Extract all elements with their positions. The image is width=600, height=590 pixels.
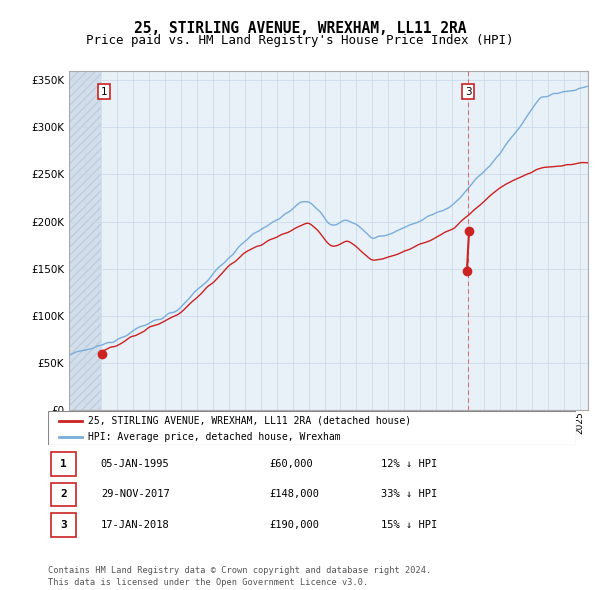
Text: £148,000: £148,000 [270, 490, 320, 499]
Text: 1: 1 [60, 459, 67, 468]
FancyBboxPatch shape [48, 411, 576, 445]
Text: 15% ↓ HPI: 15% ↓ HPI [380, 520, 437, 530]
Text: 17-JAN-2018: 17-JAN-2018 [101, 520, 170, 530]
Bar [69, 71, 101, 410]
FancyBboxPatch shape [50, 513, 76, 537]
Text: HPI: Average price, detached house, Wrexham: HPI: Average price, detached house, Wrex… [88, 432, 340, 442]
Text: 25, STIRLING AVENUE, WREXHAM, LL11 2RA: 25, STIRLING AVENUE, WREXHAM, LL11 2RA [134, 21, 466, 35]
Text: 05-JAN-1995: 05-JAN-1995 [101, 459, 170, 468]
Text: 12% ↓ HPI: 12% ↓ HPI [380, 459, 437, 468]
Text: £190,000: £190,000 [270, 520, 320, 530]
Text: 33% ↓ HPI: 33% ↓ HPI [380, 490, 437, 499]
Text: 25, STIRLING AVENUE, WREXHAM, LL11 2RA (detached house): 25, STIRLING AVENUE, WREXHAM, LL11 2RA (… [88, 416, 411, 426]
Text: Price paid vs. HM Land Registry's House Price Index (HPI): Price paid vs. HM Land Registry's House … [86, 34, 514, 47]
FancyBboxPatch shape [50, 452, 76, 476]
Text: £60,000: £60,000 [270, 459, 314, 468]
Text: 3: 3 [465, 87, 472, 97]
Text: 29-NOV-2017: 29-NOV-2017 [101, 490, 170, 499]
Text: Contains HM Land Registry data © Crown copyright and database right 2024.
This d: Contains HM Land Registry data © Crown c… [48, 566, 431, 587]
Text: 2: 2 [60, 490, 67, 499]
Text: 3: 3 [60, 520, 67, 530]
FancyBboxPatch shape [50, 483, 76, 506]
Text: 1: 1 [101, 87, 107, 97]
